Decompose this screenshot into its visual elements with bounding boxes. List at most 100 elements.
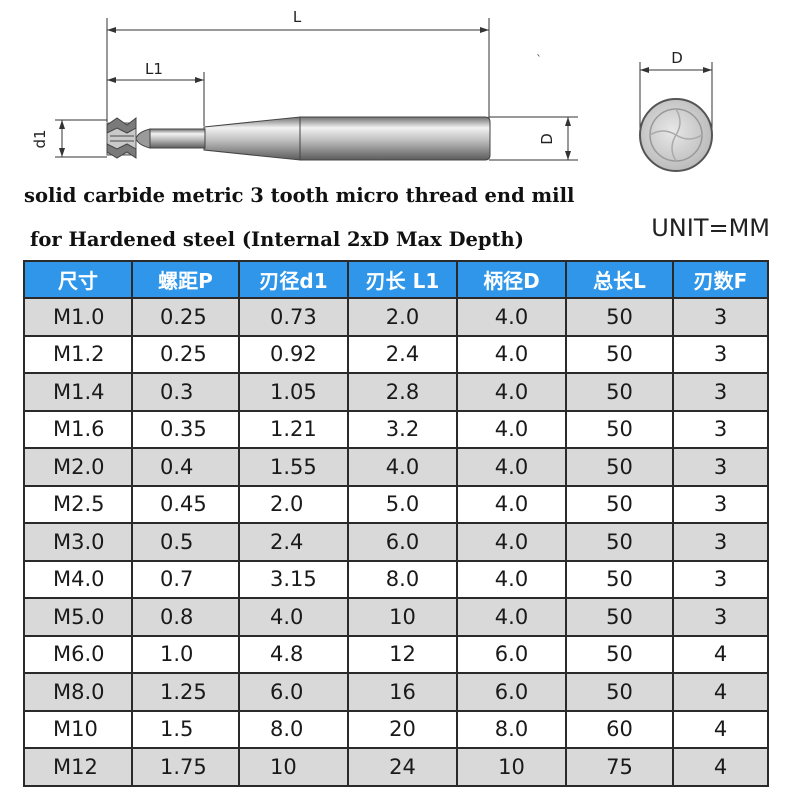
dimension-D-side: D (489, 116, 578, 161)
table-cell: 6.0 (238, 672, 349, 712)
table-cell: 50 (565, 672, 674, 712)
table-cell: 3 (672, 447, 769, 487)
table-cell: 16 (347, 672, 458, 712)
unit-label: UNIT=MM (651, 214, 770, 242)
table-row: M3.0 0.5 2.4 6.0 4.0 50 3 (23, 522, 769, 562)
table-cell: 50 (565, 484, 674, 524)
thread-cutter-head (106, 116, 137, 159)
table-cell: 4.0 (456, 522, 567, 562)
end-mill-body (135, 116, 491, 161)
table-cell: 8.0 (238, 709, 349, 749)
table-cell: 4.0 (456, 372, 567, 412)
table-cell: 0.35 (131, 409, 240, 449)
table-cell: M1.4 (23, 372, 133, 412)
table-cell: M2.0 (23, 447, 133, 487)
table-cell: M3.0 (23, 522, 133, 562)
table-cell: 0.73 (238, 297, 349, 337)
header-size: 尺寸 (23, 260, 133, 299)
table-cell: 1.25 (131, 672, 240, 712)
stray-mark: ` (536, 53, 542, 67)
table-row: M2.5 0.45 2.0 5.0 4.0 50 3 (23, 484, 769, 524)
table-cell: 3 (672, 297, 769, 337)
spec-table: 尺寸 螺距P 刃径d1 刃长 L1 柄径D 总长L 刃数F M1.0 0.25 0.… (23, 260, 769, 787)
table-body: M1.0 0.25 0.73 2.0 4.0 50 3 M1.2 0.25 0.92 2.4 4.0 5… (23, 297, 769, 787)
table-cell: 50 (565, 297, 674, 337)
label-L1: L1 (145, 60, 163, 78)
table-cell: 50 (565, 634, 674, 674)
table-cell: 6.0 (347, 522, 458, 562)
table-cell: 1.21 (238, 409, 349, 449)
table-cell: 2.4 (347, 334, 458, 374)
table-cell: 2.4 (238, 522, 349, 562)
table-cell: 6.0 (456, 634, 567, 674)
table-row: M8.0 1.25 6.0 16 6.0 50 4 (23, 672, 769, 712)
table-cell: 0.8 (131, 597, 240, 637)
table-row: M2.0 0.4 1.55 4.0 4.0 50 3 (23, 447, 769, 487)
table-cell: 4.0 (456, 334, 567, 374)
table-cell: 0.92 (238, 334, 349, 374)
label-L: L (293, 8, 302, 26)
table-cell: 20 (347, 709, 458, 749)
table-row: M1.6 0.35 1.21 3.2 4.0 50 3 (23, 409, 769, 449)
table-cell: 3.2 (347, 409, 458, 449)
table-cell: 2.8 (347, 372, 458, 412)
table-cell: 75 (565, 747, 674, 787)
table-cell: M1.2 (23, 334, 133, 374)
table-cell: M8.0 (23, 672, 133, 712)
table-cell: 0.3 (131, 372, 240, 412)
table-cell: 3 (672, 484, 769, 524)
table-row: M12 1.75 10 24 10 75 4 (23, 747, 769, 787)
table-cell: 0.25 (131, 297, 240, 337)
table-cell: M12 (23, 747, 133, 787)
table-cell: 4.0 (238, 597, 349, 637)
table-cell: 50 (565, 522, 674, 562)
label-D-top: D (671, 49, 683, 67)
product-title-line2: for Hardened steel (Internal 2xD Max Dep… (30, 228, 524, 251)
table-cell: M5.0 (23, 597, 133, 637)
table-cell: 8.0 (347, 559, 458, 599)
table-row: M4.0 0.7 3.15 8.0 4.0 50 3 (23, 559, 769, 599)
table-cell: 0.5 (131, 522, 240, 562)
table-cell: 1.05 (238, 372, 349, 412)
table-cell: M6.0 (23, 634, 133, 674)
table-cell: 0.25 (131, 334, 240, 374)
table-row: M5.0 0.8 4.0 10 4.0 50 3 (23, 597, 769, 637)
header-flutes: 刃数F (672, 260, 769, 299)
table-cell: 4.0 (456, 447, 567, 487)
table-cell: 4.0 (456, 597, 567, 637)
table-cell: 6.0 (456, 672, 567, 712)
table-cell: 0.7 (131, 559, 240, 599)
end-mill-dimension-diagram: L L1 d1 D ` (31, 8, 713, 172)
table-cell: 3 (672, 334, 769, 374)
table-cell: 4.0 (456, 484, 567, 524)
product-title-line1: solid carbide metric 3 tooth micro threa… (24, 184, 575, 207)
header-cutting-diameter: 刃径d1 (238, 260, 349, 299)
table-cell: 4 (672, 747, 769, 787)
table-cell: 0.4 (131, 447, 240, 487)
table-cell: M4.0 (23, 559, 133, 599)
table-cell: 4.8 (238, 634, 349, 674)
table-cell: 4.0 (347, 447, 458, 487)
table-cell: 1.75 (131, 747, 240, 787)
table-cell: 1.55 (238, 447, 349, 487)
table-cell: 50 (565, 372, 674, 412)
table-cell: 24 (347, 747, 458, 787)
table-cell: 4 (672, 672, 769, 712)
table-cell: 3 (672, 597, 769, 637)
table-cell: 4 (672, 709, 769, 749)
dimension-L1: L1 (107, 60, 205, 126)
table-cell: 3 (672, 522, 769, 562)
table-row: M6.0 1.0 4.8 12 6.0 50 4 (23, 634, 769, 674)
label-D-side: D (538, 133, 556, 145)
table-cell: 10 (238, 747, 349, 787)
header-shank-diameter: 柄径D (456, 260, 567, 299)
header-overall-length: 总长L (565, 260, 674, 299)
table-cell: 50 (565, 559, 674, 599)
table-cell: 50 (565, 597, 674, 637)
table-cell: 4.0 (456, 559, 567, 599)
table-cell: 3 (672, 409, 769, 449)
table-cell: 3.15 (238, 559, 349, 599)
table-cell: 10 (456, 747, 567, 787)
table-cell: 60 (565, 709, 674, 749)
table-cell: M1.6 (23, 409, 133, 449)
